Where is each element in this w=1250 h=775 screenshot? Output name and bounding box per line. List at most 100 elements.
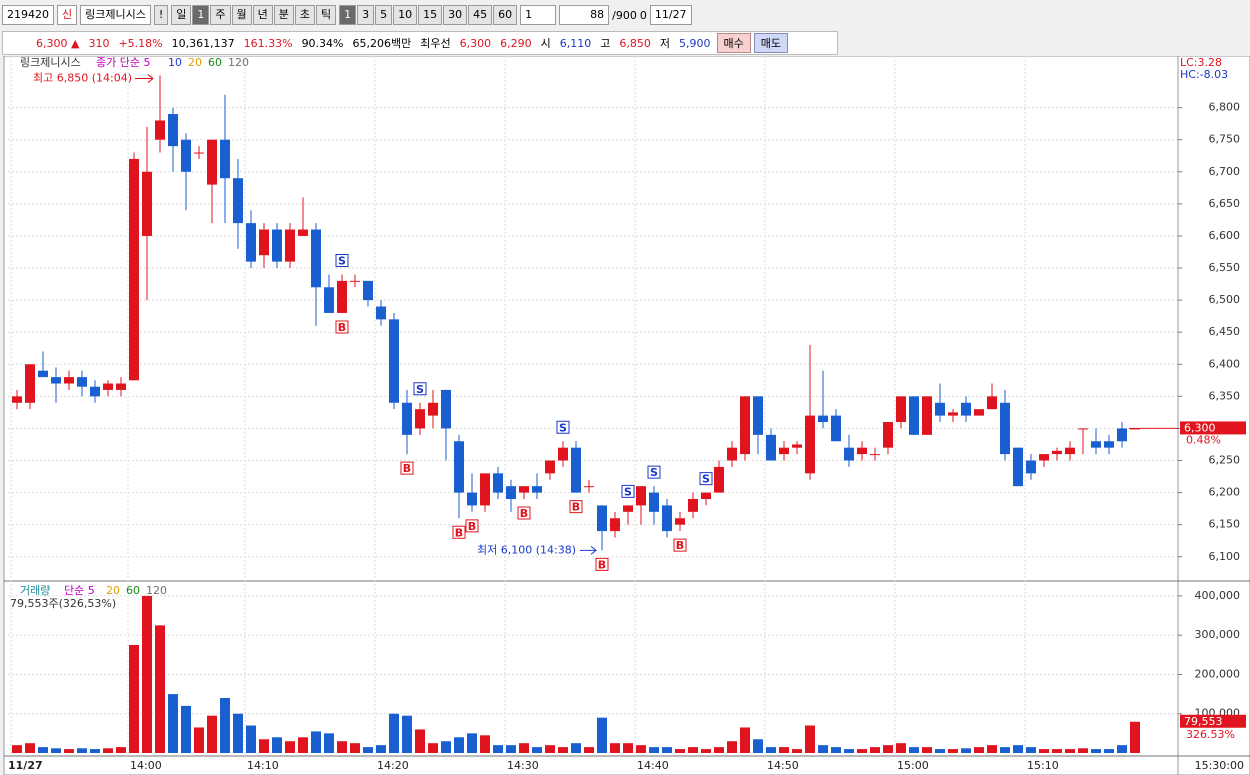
period-button[interactable]: 년 — [252, 5, 273, 25]
y-tick-label: 6,800 — [1209, 101, 1241, 114]
low-arrow — [580, 545, 597, 555]
period-button[interactable]: 초 — [294, 5, 316, 25]
candle-body — [363, 280, 373, 301]
signal-marker — [569, 500, 583, 514]
code[interactable]: 219420 — [2, 5, 54, 25]
volume-bar — [246, 725, 256, 753]
interval-button[interactable]: 45 — [468, 5, 493, 25]
signal-marker — [465, 519, 479, 533]
candle-body — [1052, 450, 1062, 455]
volume-bar — [1026, 747, 1036, 753]
change: 310 — [88, 36, 110, 50]
interval-button[interactable]: 1 — [339, 5, 357, 25]
volume-bar — [727, 741, 737, 753]
y-tick-label: 6,400 — [1209, 357, 1241, 370]
period-button[interactable]: 분 — [273, 5, 294, 25]
candle-body — [77, 377, 87, 387]
candle-body — [38, 370, 48, 378]
best: 최우선 — [420, 37, 451, 50]
volume-bar — [194, 727, 204, 753]
volume-bar — [77, 748, 87, 753]
stock-name[interactable]: 링크제니시스 — [80, 5, 151, 25]
candle-body — [181, 139, 191, 172]
candle-body — [376, 306, 386, 320]
y-tick-label: 6,600 — [1209, 229, 1241, 242]
volume-summary: 79,553주(326,53%) — [10, 597, 116, 610]
lc-label: LC:3.28 — [1180, 56, 1222, 69]
period-button[interactable]: 일 — [171, 5, 192, 25]
signal-marker — [517, 506, 531, 520]
candle-body — [675, 518, 685, 525]
buy-button[interactable]: 매수 — [716, 33, 751, 53]
volume-bar — [1039, 749, 1049, 753]
volume-bar — [1130, 721, 1140, 753]
signal-label: B — [403, 462, 411, 475]
signal-marker — [699, 472, 713, 486]
candle-body — [1000, 402, 1010, 455]
volume-bar — [272, 737, 282, 753]
candle-body — [207, 139, 217, 185]
volume: 10,361,137 — [171, 36, 235, 50]
interval-button[interactable]: 5 — [375, 5, 393, 25]
candle-body — [402, 402, 412, 435]
signal-label: S — [559, 421, 567, 434]
volume-bar — [662, 747, 672, 753]
y-tick-label: 6,500 — [1209, 293, 1241, 306]
legend-entry: 120 — [228, 56, 249, 69]
y-tick-label: 300,000 — [1195, 628, 1241, 641]
period-button[interactable]: 1 — [192, 5, 210, 25]
volume-bar — [324, 733, 334, 753]
volume-bar — [363, 747, 373, 753]
volume-bar — [415, 729, 425, 753]
candle-body — [311, 229, 321, 288]
x-tick-label: 14:20 — [377, 759, 409, 772]
y-tick-label: 6,150 — [1209, 518, 1241, 531]
volume-bar — [896, 743, 906, 753]
candle-body — [285, 229, 295, 262]
alert[interactable]: ! — [153, 5, 169, 25]
count[interactable]: 88 — [559, 5, 610, 25]
volume-bar — [831, 747, 841, 753]
volume-bar — [623, 743, 633, 753]
step[interactable]: 1 — [520, 5, 557, 25]
volume-bar — [493, 745, 503, 753]
quote-bar: 6,300 ▲ 310 +5.18% 10,361,137 161.33% 90… — [2, 31, 838, 55]
ask: 6,300 — [459, 36, 492, 50]
x-tick-label: 14:10 — [247, 759, 279, 772]
x-end-label: 15:30:00 — [1195, 759, 1244, 772]
x-tick-label: 15:10 — [1027, 759, 1059, 772]
y-tick-label: 6,200 — [1209, 486, 1241, 499]
signal-marker — [621, 484, 635, 498]
period-button[interactable]: 틱 — [316, 5, 337, 25]
candle-body — [142, 171, 152, 236]
candle-body — [909, 396, 919, 435]
candle-body — [194, 152, 204, 154]
interval-button[interactable]: 30 — [443, 5, 468, 25]
last-volume-box — [1180, 714, 1246, 728]
volume-bar — [311, 731, 321, 753]
period-button[interactable]: 월 — [231, 5, 252, 25]
period-button[interactable]: 주 — [210, 5, 231, 25]
volume-bar — [1091, 749, 1101, 753]
x-tick-label: 14:50 — [767, 759, 799, 772]
volume-bar — [116, 747, 126, 753]
y-tick-label: 6,450 — [1209, 325, 1241, 338]
volume-bar — [597, 717, 607, 753]
signal-marker — [452, 525, 466, 539]
x-tick-label: 14:40 — [637, 759, 669, 772]
x-tick-label: 14:00 — [130, 759, 162, 772]
signal-label: B — [520, 507, 528, 520]
amount: 65,206백만 — [352, 37, 412, 50]
interval-button[interactable]: 3 — [357, 5, 375, 25]
interval-button[interactable]: 60 — [493, 5, 518, 25]
candle-body — [506, 486, 516, 500]
date[interactable]: 11/27 — [649, 5, 692, 25]
volume-bar — [376, 745, 386, 753]
interval-button[interactable]: 10 — [393, 5, 418, 25]
candle-body — [714, 466, 724, 493]
volume-bar — [922, 747, 932, 753]
interval-button[interactable]: 15 — [418, 5, 443, 25]
sell-button[interactable]: 매도 — [753, 33, 788, 53]
y-tick-label: 6,650 — [1209, 197, 1241, 210]
